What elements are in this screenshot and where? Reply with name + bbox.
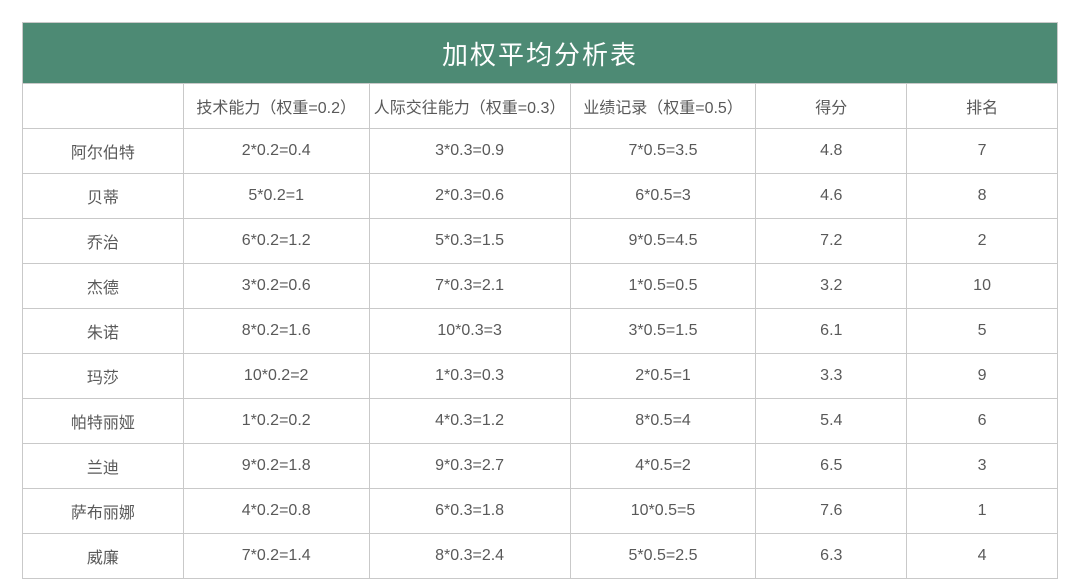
table-row: 杰德 3*0.2=0.6 7*0.3=2.1 1*0.5=0.5 3.2 10 — [23, 264, 1058, 309]
cell-tech: 5*0.2=1 — [183, 174, 369, 219]
cell-perf: 2*0.5=1 — [570, 354, 756, 399]
weighted-average-table: 加权平均分析表 技术能力（权重=0.2） 人际交往能力（权重=0.3） 业绩记录… — [22, 22, 1058, 579]
table-row: 玛莎 10*0.2=2 1*0.3=0.3 2*0.5=1 3.3 9 — [23, 354, 1058, 399]
cell-score: 3.2 — [756, 264, 907, 309]
cell-perf: 10*0.5=5 — [570, 489, 756, 534]
cell-perf: 1*0.5=0.5 — [570, 264, 756, 309]
cell-soc: 2*0.3=0.6 — [369, 174, 570, 219]
cell-name: 帕特丽娅 — [23, 399, 184, 444]
cell-score: 5.4 — [756, 399, 907, 444]
cell-score: 6.3 — [756, 534, 907, 579]
col-header-soc: 人际交往能力（权重=0.3） — [369, 84, 570, 129]
table-row: 兰迪 9*0.2=1.8 9*0.3=2.7 4*0.5=2 6.5 3 — [23, 444, 1058, 489]
cell-soc: 4*0.3=1.2 — [369, 399, 570, 444]
cell-score: 4.8 — [756, 129, 907, 174]
cell-rank: 5 — [907, 309, 1058, 354]
cell-name: 威廉 — [23, 534, 184, 579]
cell-tech: 6*0.2=1.2 — [183, 219, 369, 264]
cell-perf: 8*0.5=4 — [570, 399, 756, 444]
cell-perf: 6*0.5=3 — [570, 174, 756, 219]
cell-soc: 7*0.3=2.1 — [369, 264, 570, 309]
cell-rank: 2 — [907, 219, 1058, 264]
cell-soc: 5*0.3=1.5 — [369, 219, 570, 264]
cell-tech: 3*0.2=0.6 — [183, 264, 369, 309]
cell-soc: 8*0.3=2.4 — [369, 534, 570, 579]
table-row: 阿尔伯特 2*0.2=0.4 3*0.3=0.9 7*0.5=3.5 4.8 7 — [23, 129, 1058, 174]
table-container: 加权平均分析表 技术能力（权重=0.2） 人际交往能力（权重=0.3） 业绩记录… — [0, 0, 1080, 579]
cell-soc: 9*0.3=2.7 — [369, 444, 570, 489]
cell-tech: 9*0.2=1.8 — [183, 444, 369, 489]
col-header-score: 得分 — [756, 84, 907, 129]
cell-perf: 9*0.5=4.5 — [570, 219, 756, 264]
cell-rank: 8 — [907, 174, 1058, 219]
cell-rank: 1 — [907, 489, 1058, 534]
cell-tech: 10*0.2=2 — [183, 354, 369, 399]
cell-perf: 4*0.5=2 — [570, 444, 756, 489]
cell-soc: 6*0.3=1.8 — [369, 489, 570, 534]
table-row: 乔治 6*0.2=1.2 5*0.3=1.5 9*0.5=4.5 7.2 2 — [23, 219, 1058, 264]
cell-name: 玛莎 — [23, 354, 184, 399]
col-header-rank: 排名 — [907, 84, 1058, 129]
table-row: 朱诺 8*0.2=1.6 10*0.3=3 3*0.5=1.5 6.1 5 — [23, 309, 1058, 354]
table-row: 贝蒂 5*0.2=1 2*0.3=0.6 6*0.5=3 4.6 8 — [23, 174, 1058, 219]
col-header-name — [23, 84, 184, 129]
cell-name: 朱诺 — [23, 309, 184, 354]
cell-score: 3.3 — [756, 354, 907, 399]
cell-rank: 4 — [907, 534, 1058, 579]
cell-perf: 7*0.5=3.5 — [570, 129, 756, 174]
cell-score: 6.1 — [756, 309, 907, 354]
table-row: 威廉 7*0.2=1.4 8*0.3=2.4 5*0.5=2.5 6.3 4 — [23, 534, 1058, 579]
cell-name: 阿尔伯特 — [23, 129, 184, 174]
col-header-perf: 业绩记录（权重=0.5） — [570, 84, 756, 129]
table-title: 加权平均分析表 — [23, 23, 1058, 84]
cell-name: 兰迪 — [23, 444, 184, 489]
cell-soc: 10*0.3=3 — [369, 309, 570, 354]
cell-rank: 10 — [907, 264, 1058, 309]
cell-rank: 9 — [907, 354, 1058, 399]
cell-rank: 6 — [907, 399, 1058, 444]
cell-score: 4.6 — [756, 174, 907, 219]
cell-perf: 5*0.5=2.5 — [570, 534, 756, 579]
cell-name: 杰德 — [23, 264, 184, 309]
cell-name: 萨布丽娜 — [23, 489, 184, 534]
cell-rank: 3 — [907, 444, 1058, 489]
cell-score: 6.5 — [756, 444, 907, 489]
cell-soc: 1*0.3=0.3 — [369, 354, 570, 399]
cell-name: 贝蒂 — [23, 174, 184, 219]
cell-tech: 4*0.2=0.8 — [183, 489, 369, 534]
cell-tech: 1*0.2=0.2 — [183, 399, 369, 444]
table-header-row: 技术能力（权重=0.2） 人际交往能力（权重=0.3） 业绩记录（权重=0.5）… — [23, 84, 1058, 129]
col-header-tech: 技术能力（权重=0.2） — [183, 84, 369, 129]
cell-perf: 3*0.5=1.5 — [570, 309, 756, 354]
cell-tech: 2*0.2=0.4 — [183, 129, 369, 174]
table-body: 技术能力（权重=0.2） 人际交往能力（权重=0.3） 业绩记录（权重=0.5）… — [23, 84, 1058, 579]
table-row: 萨布丽娜 4*0.2=0.8 6*0.3=1.8 10*0.5=5 7.6 1 — [23, 489, 1058, 534]
cell-score: 7.6 — [756, 489, 907, 534]
cell-tech: 7*0.2=1.4 — [183, 534, 369, 579]
cell-score: 7.2 — [756, 219, 907, 264]
cell-rank: 7 — [907, 129, 1058, 174]
table-row: 帕特丽娅 1*0.2=0.2 4*0.3=1.2 8*0.5=4 5.4 6 — [23, 399, 1058, 444]
cell-name: 乔治 — [23, 219, 184, 264]
cell-tech: 8*0.2=1.6 — [183, 309, 369, 354]
cell-soc: 3*0.3=0.9 — [369, 129, 570, 174]
